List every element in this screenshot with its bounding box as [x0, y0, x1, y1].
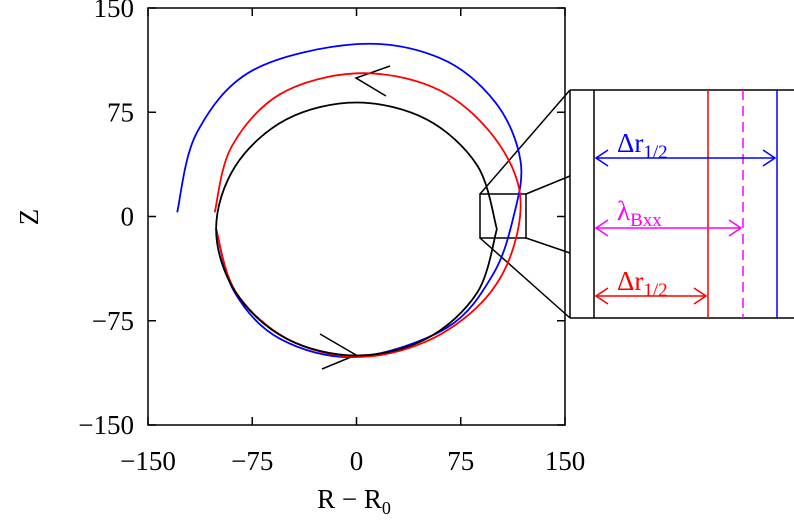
- y-tick-label: −150: [78, 410, 134, 440]
- curve: [176, 42, 523, 359]
- x-axis-label: R − R0: [317, 484, 391, 518]
- arrow: [594, 219, 743, 237]
- x-tick-label: 75: [447, 446, 474, 476]
- plot-frame: [147, 7, 566, 426]
- y-tick-label: 0: [121, 202, 135, 232]
- curve: [215, 101, 498, 357]
- zoom-box: [479, 193, 527, 239]
- inset-arrows: [594, 149, 777, 305]
- y-axis-label: Z: [14, 209, 44, 226]
- y-tick-label: 75: [107, 97, 134, 127]
- zoom-line: [525, 237, 571, 254]
- direction-arrows: [319, 65, 391, 370]
- annotation: Δr1/2: [617, 266, 668, 301]
- arrow: [594, 287, 708, 305]
- annotation-text: Δr: [617, 266, 643, 296]
- x-tick-label: 0: [350, 446, 364, 476]
- y-tick-label: 150: [94, 0, 135, 23]
- zoom-line: [479, 89, 571, 195]
- annotation-text: λ: [617, 196, 630, 226]
- y-tick-label: −75: [92, 306, 134, 336]
- arrowhead: [354, 65, 391, 97]
- annotation: λBxx: [617, 196, 662, 231]
- x-tick-label: −150: [120, 446, 176, 476]
- x-tick-label: 150: [545, 446, 586, 476]
- x-label-sub: 0: [382, 498, 391, 518]
- zoom-line: [479, 237, 571, 319]
- annotation-text: Δr: [617, 128, 643, 158]
- arrow: [594, 149, 777, 167]
- annotation-sub: Bxx: [630, 210, 662, 231]
- inset: [479, 89, 794, 319]
- annotation-sub: 1/2: [643, 280, 667, 301]
- x-tick-label: −75: [231, 446, 273, 476]
- annotation: Δr1/2: [617, 128, 668, 163]
- annotation-sub: 1/2: [643, 142, 667, 163]
- zoom-line: [525, 175, 571, 195]
- x-label-text: R − R: [317, 484, 382, 514]
- curve: [213, 72, 522, 358]
